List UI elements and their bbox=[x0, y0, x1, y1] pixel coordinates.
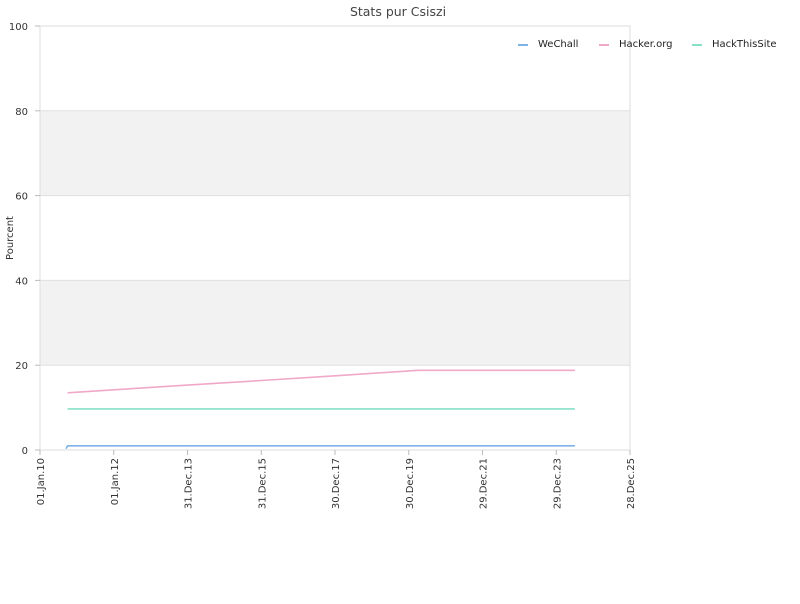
series-lines bbox=[65, 369, 575, 450]
x-tick-label: 31.Dec.13 bbox=[184, 458, 195, 509]
x-tick-label: 31.Dec.15 bbox=[257, 458, 268, 509]
series-line bbox=[67, 369, 575, 394]
plot-frame bbox=[39, 25, 631, 451]
y-axis-ticks: 0 20 40 60 80 100 bbox=[9, 22, 40, 457]
y-tick-label: 20 bbox=[15, 361, 28, 372]
chart-title: Stats pur Csiszi bbox=[350, 4, 446, 19]
y-tick-label: 80 bbox=[15, 107, 28, 118]
y-tick-label: 100 bbox=[9, 22, 28, 33]
x-tick-label: 29.Dec.21 bbox=[479, 458, 490, 509]
gridlines bbox=[40, 25, 630, 451]
legend-label: WeChall bbox=[538, 39, 578, 50]
x-tick-label: 30.Dec.17 bbox=[331, 458, 342, 509]
x-tick-label: 28.Dec.25 bbox=[626, 458, 637, 509]
legend: WeChall Hacker.org HackThisSite bbox=[518, 39, 777, 50]
legend-label: Hacker.org bbox=[619, 39, 673, 50]
y-tick-label: 40 bbox=[15, 276, 28, 287]
x-tick-label: 29.Dec.23 bbox=[552, 458, 563, 509]
x-axis-ticks: 01.Jan.10 01.Jan.12 31.Dec.13 31.Dec.15 30.D… bbox=[36, 450, 637, 509]
background-band bbox=[40, 280, 630, 366]
background-band bbox=[40, 110, 630, 196]
y-axis-label: Pourcent bbox=[5, 216, 16, 260]
legend-label: HackThisSite bbox=[712, 39, 777, 50]
background-bands bbox=[40, 110, 630, 366]
x-tick-label: 01.Jan.12 bbox=[110, 458, 121, 505]
x-tick-label: 01.Jan.10 bbox=[36, 458, 47, 505]
x-tick-label: 30.Dec.19 bbox=[405, 458, 416, 509]
series-line bbox=[65, 444, 575, 450]
y-tick-label: 60 bbox=[15, 192, 28, 203]
y-tick-label: 0 bbox=[22, 446, 28, 457]
